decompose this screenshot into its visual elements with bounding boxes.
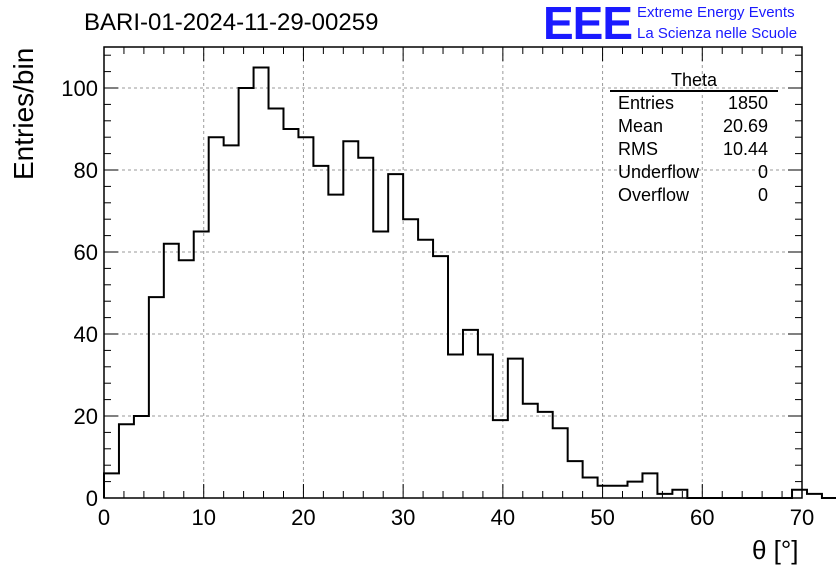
histogram-bar [448, 355, 463, 499]
stats-value: 1850 [727, 93, 768, 113]
histogram-bar [523, 404, 538, 498]
histogram-bar [298, 137, 313, 498]
histogram-bar [508, 359, 523, 498]
histogram-bar [583, 478, 598, 499]
logo-line-1: Extreme Energy Events [637, 4, 795, 21]
histogram-bar [358, 158, 373, 498]
histogram-bar [179, 260, 194, 498]
histogram-bar [194, 232, 209, 499]
histogram-bar [328, 195, 343, 498]
histogram-bar [433, 256, 448, 498]
histogram-bar [343, 141, 358, 498]
stats-label: Entries [618, 93, 675, 113]
histogram-bar [418, 240, 433, 498]
histogram-bar [463, 330, 478, 498]
histogram-bar [553, 428, 568, 498]
x-tick-label: 40 [491, 505, 515, 530]
histogram-bar [493, 420, 508, 498]
y-tick-label: 60 [74, 240, 98, 265]
histogram-bar [598, 486, 613, 498]
y-tick-label: 100 [61, 76, 98, 101]
histogram-bar [628, 482, 643, 498]
stats-row: Entries 1850 [610, 92, 778, 115]
stats-row: Underflow 0 [610, 161, 778, 184]
histogram-bar [164, 244, 179, 498]
stats-value: 10.44 [722, 139, 768, 159]
histogram-bar [254, 68, 269, 499]
x-tick-label: 60 [690, 505, 714, 530]
histogram-bar [119, 424, 134, 498]
histogram-bar [269, 109, 284, 499]
histogram-outline [103, 66, 836, 499]
x-tick-label: 50 [590, 505, 614, 530]
stats-label: Mean [618, 116, 664, 136]
y-tick-label: 80 [74, 158, 98, 183]
stats-value: 0 [757, 185, 768, 205]
histogram-bar [403, 219, 418, 498]
stats-value: 20.69 [722, 116, 768, 136]
x-tick-label: 30 [391, 505, 415, 530]
y-tick-label: 20 [74, 404, 98, 429]
histogram-bar [134, 416, 149, 498]
histogram-bar [224, 145, 239, 498]
plot-frame [103, 46, 803, 499]
stats-title: Theta [610, 70, 778, 92]
histogram-bar [149, 297, 164, 498]
x-axis-label: θ [°] [752, 535, 799, 565]
logo-line-2: La Scienza nelle Scuole [637, 25, 798, 42]
histogram-bar [104, 473, 119, 498]
histogram-bar [209, 137, 224, 498]
x-tick-label: 70 [790, 505, 814, 530]
stats-label: Underflow [618, 162, 700, 182]
histogram-bar [642, 473, 657, 498]
x-tick-label: 0 [98, 505, 110, 530]
stats-label: RMS [618, 139, 658, 159]
histogram-bar [672, 490, 687, 498]
stats-row: Mean 20.69 [610, 115, 778, 138]
histogram-bar [388, 174, 403, 498]
stats-row: RMS 10.44 [610, 138, 778, 161]
x-tick-label: 10 [191, 505, 215, 530]
y-tick-label: 0 [86, 486, 98, 511]
stats-row: Overflow 0 [610, 184, 778, 207]
stats-label: Overflow [618, 185, 690, 205]
histogram-bar [478, 355, 493, 499]
histogram-bar [613, 486, 628, 498]
stats-value: 0 [757, 162, 768, 182]
stats-rows: Entries 1850 Mean 20.69 RMS 10.44 Underflow 0 Ov… [610, 92, 778, 207]
histogram-bar [283, 129, 298, 498]
histogram-bar [538, 412, 553, 498]
x-tick-label: 20 [291, 505, 315, 530]
chart-title: BARI-01-2024-11-29-00259 [84, 9, 379, 36]
histogram-bar [239, 88, 254, 498]
histogram-bar [373, 232, 388, 499]
eee-logo: EEE [543, 0, 633, 49]
histogram-bar [313, 166, 328, 498]
stats-box: Theta Entries 1850 Mean 20.69 RMS 10.44 Underf… [610, 70, 778, 207]
histogram-bar [568, 461, 583, 498]
y-tick-label: 40 [74, 322, 98, 347]
